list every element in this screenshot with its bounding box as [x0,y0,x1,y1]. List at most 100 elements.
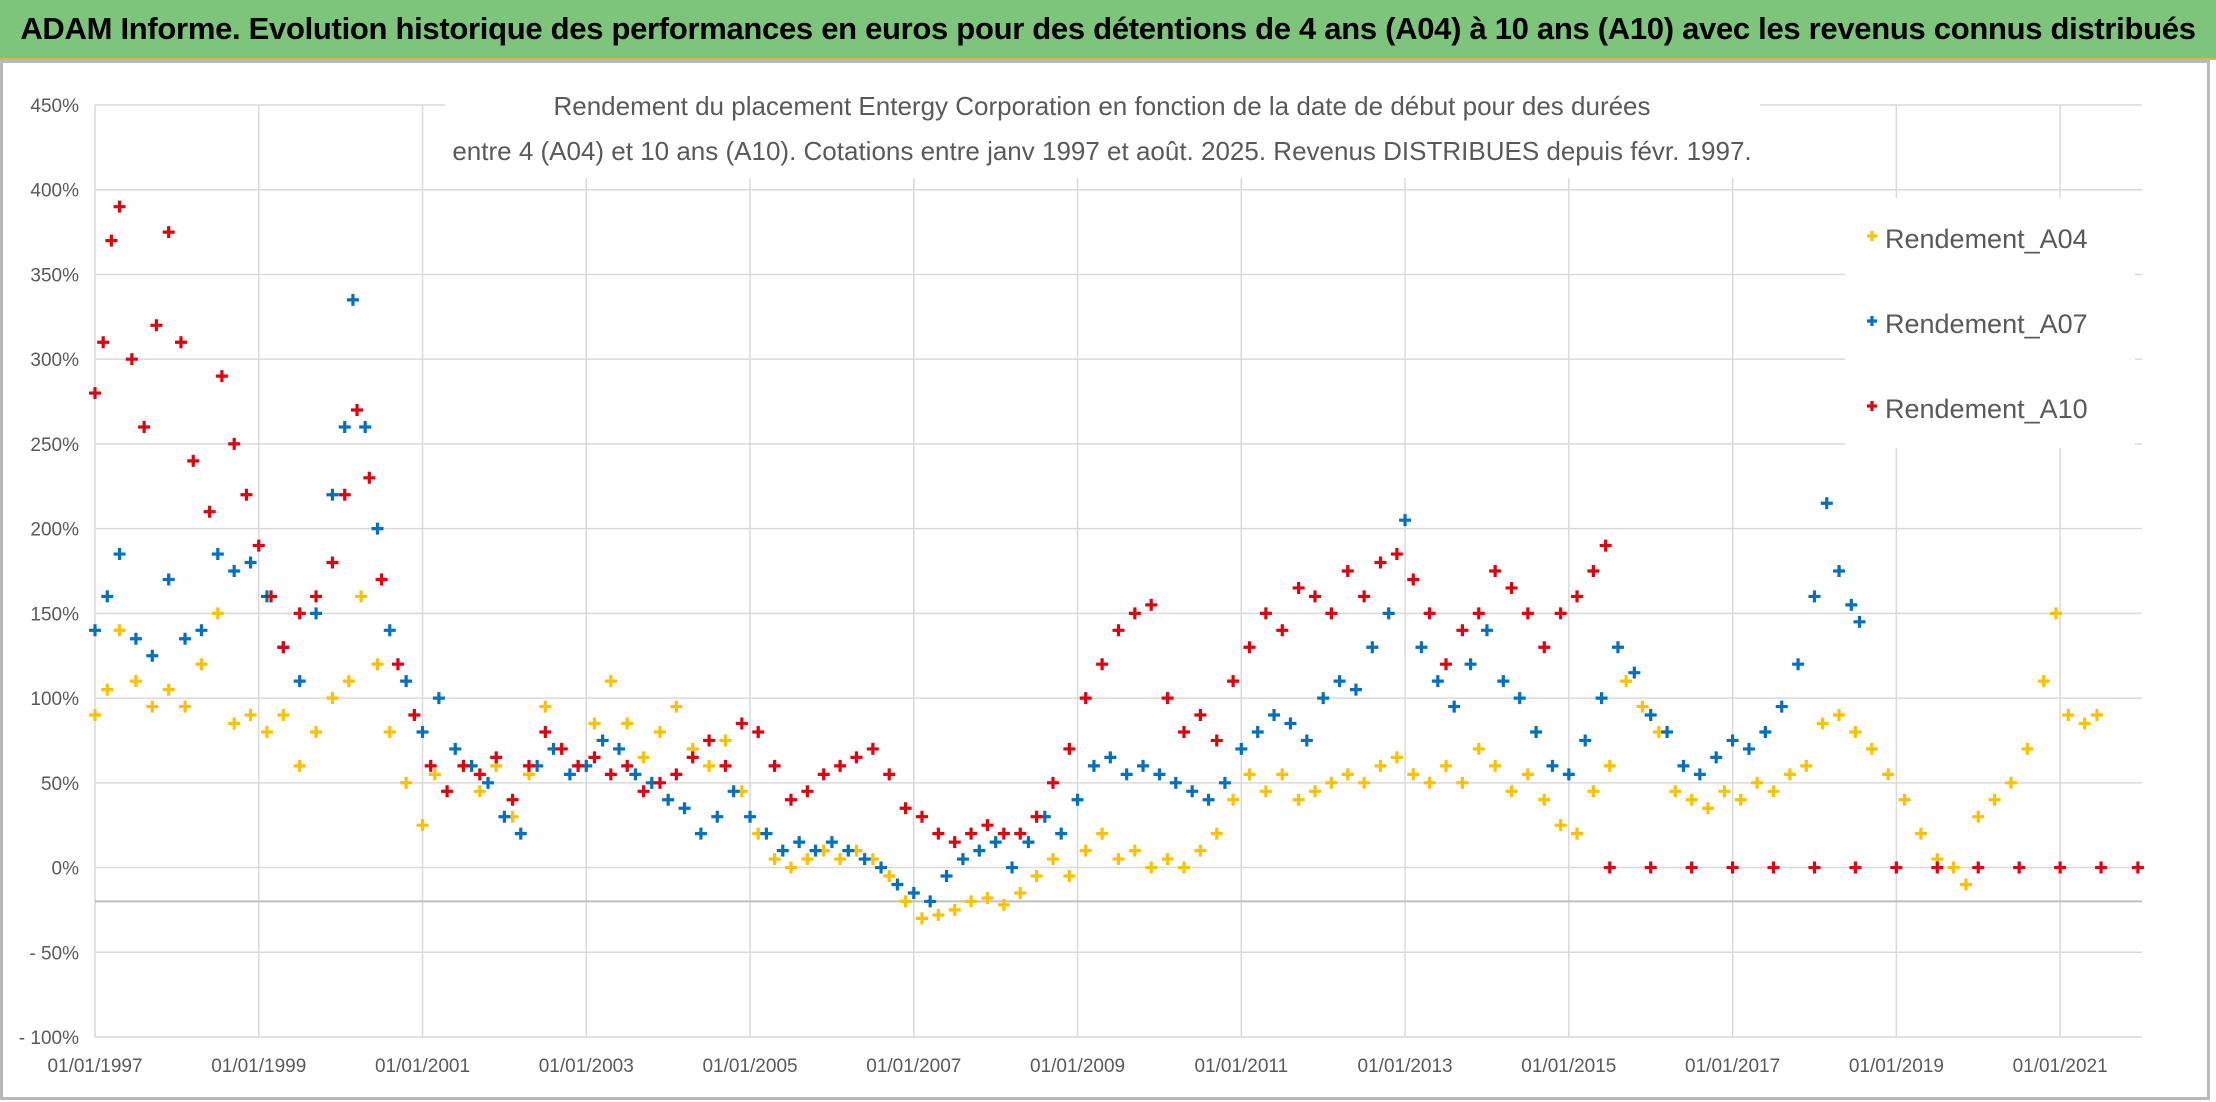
data-point [1227,675,1240,688]
data-point [784,861,797,874]
legend-item: Rendement_A07 [1867,309,2088,339]
data-point [989,836,1002,849]
data-point [621,717,634,730]
data-point [1685,861,1698,874]
data-point [1407,768,1420,781]
legend-label: Rendement_A07 [1885,309,2088,339]
data-point [1374,556,1387,569]
data-point [1366,641,1379,654]
data-point [686,751,699,764]
data-point [1726,861,1739,874]
data-point [2037,675,2050,688]
data-point [1382,607,1395,620]
data-point [125,353,138,366]
data-point [899,895,912,908]
data-point [2021,742,2034,755]
series-Rendement_A10 [89,200,2144,874]
data-point [1440,759,1453,772]
data-point [1702,802,1715,815]
data-point [834,759,847,772]
data-point [1006,861,1019,874]
data-point [1309,785,1322,798]
data-point [89,387,101,400]
data-point [277,709,290,722]
data-point [113,624,126,637]
data-point [146,700,159,713]
data-point [1137,759,1150,772]
data-point [1079,692,1092,705]
data-point [1898,793,1911,806]
data-point [588,751,601,764]
data-point [1669,785,1682,798]
data-point [400,675,413,688]
legend-background [1845,198,2135,448]
data-point [1742,742,1755,755]
data-point [1867,316,1877,326]
data-point [1931,861,1944,874]
data-point [1571,590,1584,603]
data-point [162,573,175,586]
x-tick-label: 01/01/2005 [702,1056,797,1077]
data-point [101,590,114,603]
legend-item: Rendement_A10 [1867,394,2088,424]
data-point [1030,870,1043,883]
data-point [744,810,757,823]
x-tick-label: 01/01/2019 [1849,1056,1944,1077]
data-point [441,785,454,798]
data-point [678,802,691,815]
data-point [1808,861,1821,874]
data-point [1849,861,1862,874]
data-point [719,734,732,747]
data-point [449,742,462,755]
x-tick-label: 01/01/2017 [1685,1056,1780,1077]
y-tick-label: - 50% [29,943,79,964]
x-tick-label: 01/01/1997 [47,1056,142,1077]
data-point [1603,861,1616,874]
y-tick-label: 0% [52,859,80,880]
data-point [842,844,855,857]
data-point [1751,776,1764,789]
data-point [932,908,945,921]
data-point [355,590,368,603]
data-point [1792,658,1805,671]
data-point [1448,700,1461,713]
data-point [1644,709,1657,722]
data-point [948,903,961,916]
series-Rendement_A07 [89,293,1866,908]
data-point [1022,836,1035,849]
data-point [1096,658,1109,671]
data-point [1087,759,1100,772]
data-point [924,895,937,908]
x-tick-label: 01/01/2015 [1521,1056,1616,1077]
data-point [784,793,797,806]
data-point [1521,768,1534,781]
data-point [891,878,904,891]
data-point [1399,514,1412,527]
data-point [1014,827,1027,840]
data-point [138,420,151,433]
data-point [793,836,806,849]
data-point [129,632,142,645]
data-point [457,759,470,772]
data-point [416,725,429,738]
data-point [1047,776,1059,789]
data-point [1867,401,1877,411]
x-tick-label: 01/01/2011 [1194,1056,1288,1077]
data-point [383,624,396,637]
data-point [997,827,1010,840]
data-point [1341,565,1354,577]
x-tick-label: 01/01/2007 [866,1056,961,1077]
data-point [211,607,224,620]
data-point [1112,624,1125,637]
data-point [1759,725,1772,738]
data-point [416,819,429,832]
data-point [371,522,384,535]
data-point [293,759,306,772]
data-point [1300,734,1313,747]
data-point [1325,607,1338,620]
data-point [866,742,879,755]
data-point [981,892,994,905]
data-point [1063,742,1076,755]
data-point [596,734,609,747]
